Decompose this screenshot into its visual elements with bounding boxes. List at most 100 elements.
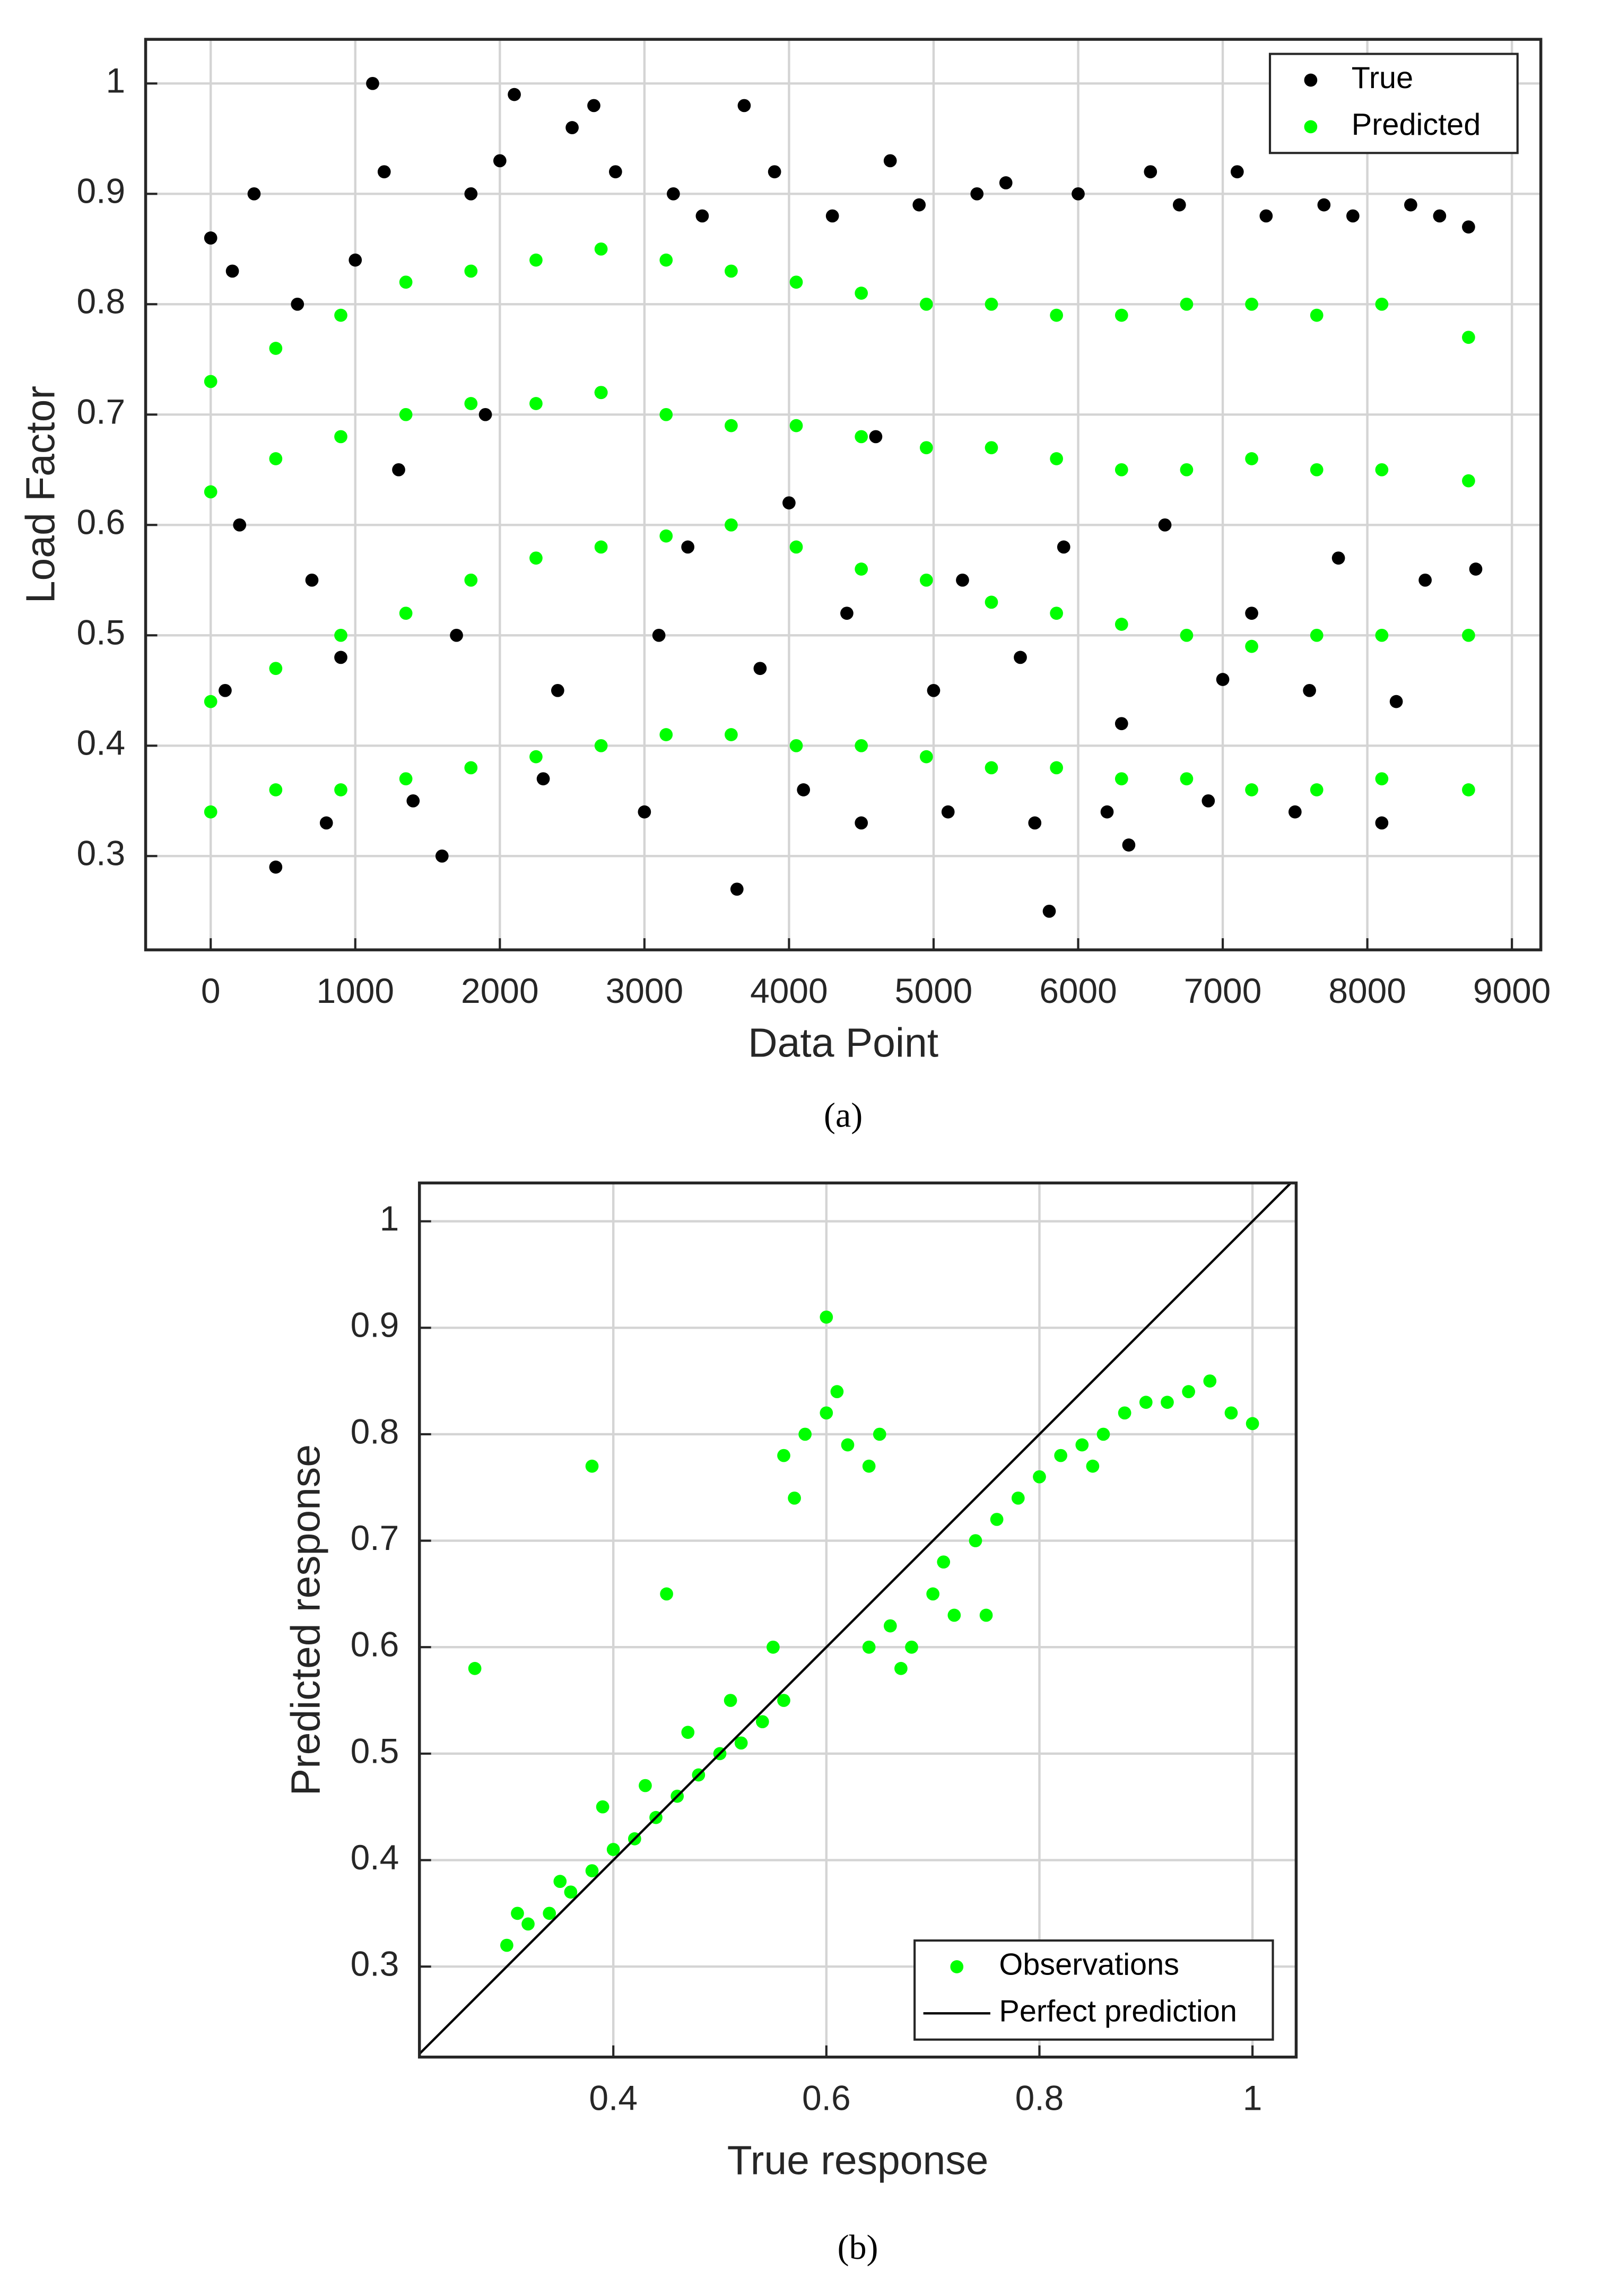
x-tick-label: 1000 [316, 971, 394, 1010]
legend-label: Observations [999, 1948, 1179, 1982]
x-tick-label: 0 [201, 971, 221, 1010]
point [204, 231, 217, 245]
y-tick-label: 0.3 [351, 1944, 399, 1983]
x-tick-label: 3000 [606, 971, 684, 1010]
point [1462, 783, 1475, 796]
point [1180, 628, 1194, 642]
point [1375, 816, 1389, 830]
point [1158, 518, 1172, 532]
point [553, 1875, 567, 1888]
point [596, 1800, 610, 1814]
point [855, 287, 868, 300]
point [1144, 165, 1157, 179]
point [1115, 463, 1128, 476]
point [334, 783, 347, 796]
point [659, 728, 673, 741]
point [767, 1640, 780, 1654]
point [667, 187, 680, 201]
point [1050, 761, 1063, 775]
point [464, 573, 478, 587]
point [1259, 209, 1273, 223]
y-axis-label: Predicted response [283, 1444, 328, 1796]
point [1404, 198, 1417, 212]
x-tick-label: 6000 [1039, 971, 1117, 1010]
point [919, 573, 933, 587]
point [894, 1662, 908, 1675]
x-tick-label: 5000 [895, 971, 973, 1010]
point [919, 750, 933, 764]
x-tick-label: 7000 [1184, 971, 1262, 1010]
legend-box [913, 1939, 1274, 2041]
point [1230, 165, 1244, 179]
point [855, 816, 868, 830]
legend: True Predicted [1268, 53, 1519, 154]
point [979, 1608, 993, 1622]
point [905, 1640, 918, 1654]
point [1115, 618, 1128, 631]
point [204, 485, 217, 499]
point [511, 1907, 524, 1920]
point [789, 739, 803, 752]
point [1100, 805, 1114, 819]
point [529, 750, 543, 764]
point [1050, 452, 1063, 465]
point [919, 441, 933, 455]
point [725, 728, 738, 741]
point [1057, 540, 1070, 554]
y-tick-label: 0.9 [351, 1305, 399, 1345]
point [1216, 673, 1230, 686]
point [269, 342, 283, 355]
point [247, 187, 261, 201]
point [1050, 607, 1063, 620]
point [1180, 772, 1194, 786]
point [565, 121, 579, 134]
point [1310, 628, 1324, 642]
point [377, 165, 391, 179]
point [1115, 308, 1128, 322]
point [334, 308, 347, 322]
point [725, 419, 738, 432]
point [862, 1459, 876, 1473]
point [1072, 187, 1085, 201]
point [399, 607, 413, 620]
point [468, 1662, 482, 1675]
legend-box [1268, 53, 1519, 154]
point [777, 1694, 790, 1707]
x-tick-label: 2000 [461, 971, 539, 1010]
point [1462, 628, 1475, 642]
point [543, 1907, 556, 1920]
point [551, 683, 564, 697]
point [725, 264, 738, 278]
point [1033, 1470, 1046, 1484]
point [1346, 209, 1360, 223]
point [659, 253, 673, 267]
point [1462, 220, 1475, 234]
y-tick-label: 0.5 [77, 613, 126, 652]
point [1054, 1449, 1067, 1462]
point [1180, 463, 1194, 476]
point [1433, 209, 1447, 223]
point [500, 1938, 513, 1952]
point [1115, 772, 1128, 786]
point [1028, 816, 1042, 830]
y-tick-label: 0.4 [351, 1838, 399, 1877]
point [1245, 783, 1258, 796]
y-tick-label: 0.4 [77, 723, 126, 763]
point [990, 1513, 1004, 1526]
point [1462, 331, 1475, 344]
point [464, 264, 478, 278]
y-tick-label: 0.7 [351, 1518, 399, 1557]
point [1224, 1406, 1238, 1420]
y-tick-label: 0.6 [351, 1625, 399, 1664]
point [1245, 297, 1258, 311]
point [349, 253, 362, 267]
legend-marker [1304, 73, 1318, 87]
point [1331, 551, 1345, 565]
point [927, 683, 941, 697]
point [585, 1459, 599, 1473]
point [734, 1736, 748, 1750]
point [999, 176, 1013, 189]
point [585, 1864, 599, 1877]
legend-marker [1304, 120, 1318, 134]
point [798, 1427, 812, 1441]
